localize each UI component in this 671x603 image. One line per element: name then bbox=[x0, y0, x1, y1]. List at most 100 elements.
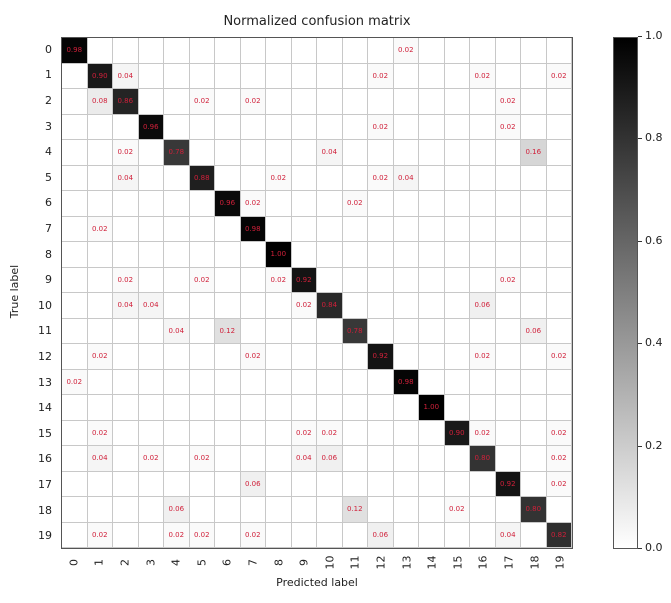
matrix-cell bbox=[368, 242, 394, 268]
matrix-cell: 0.06 bbox=[164, 497, 190, 523]
matrix-cell bbox=[317, 165, 343, 191]
matrix-cell: 0.06 bbox=[470, 293, 496, 319]
matrix-cell bbox=[470, 369, 496, 395]
matrix-cell bbox=[368, 293, 394, 319]
matrix-cell: 0.02 bbox=[495, 89, 521, 115]
matrix-cell bbox=[164, 63, 190, 89]
matrix-cell bbox=[62, 267, 88, 293]
matrix-cell: 0.80 bbox=[470, 446, 496, 472]
matrix-cell bbox=[138, 165, 164, 191]
matrix-cell bbox=[113, 344, 139, 370]
matrix-cell bbox=[342, 395, 368, 421]
matrix-cell bbox=[495, 344, 521, 370]
matrix-cell bbox=[113, 38, 139, 64]
matrix-cell: 0.02 bbox=[546, 344, 572, 370]
matrix-cell bbox=[215, 216, 241, 242]
matrix-cell: 0.02 bbox=[240, 344, 266, 370]
matrix-cell bbox=[521, 369, 547, 395]
matrix-cell bbox=[342, 89, 368, 115]
matrix-cell bbox=[393, 318, 419, 344]
matrix-cell: 0.98 bbox=[240, 216, 266, 242]
matrix-cell bbox=[164, 216, 190, 242]
matrix-cell bbox=[521, 267, 547, 293]
y-tick-label: 12 bbox=[38, 350, 52, 363]
matrix-cell bbox=[266, 471, 292, 497]
matrix-cell bbox=[495, 216, 521, 242]
matrix-cell: 0.02 bbox=[240, 89, 266, 115]
matrix-cell bbox=[368, 191, 394, 217]
matrix-cell bbox=[444, 267, 470, 293]
y-tick-label: 11 bbox=[38, 324, 52, 338]
matrix-cell bbox=[87, 140, 113, 166]
matrix-cell bbox=[189, 293, 215, 319]
matrix-cell bbox=[189, 344, 215, 370]
matrix-cell bbox=[546, 89, 572, 115]
matrix-cell bbox=[393, 344, 419, 370]
matrix-cell bbox=[62, 140, 88, 166]
matrix-cell bbox=[317, 318, 343, 344]
x-tick-label: 0 bbox=[67, 559, 81, 566]
matrix-cell bbox=[215, 497, 241, 523]
matrix-cell bbox=[546, 191, 572, 217]
matrix-cell: 0.02 bbox=[138, 446, 164, 472]
matrix-cell: 0.02 bbox=[240, 191, 266, 217]
matrix-cell bbox=[62, 191, 88, 217]
matrix-cell bbox=[138, 38, 164, 64]
matrix-cell bbox=[189, 471, 215, 497]
matrix-cell bbox=[470, 267, 496, 293]
y-tick-label: 15 bbox=[38, 426, 52, 440]
matrix-cell bbox=[419, 446, 445, 472]
matrix-cell: 0.12 bbox=[215, 318, 241, 344]
matrix-cell bbox=[87, 293, 113, 319]
matrix-cell bbox=[470, 522, 496, 548]
x-tick-label: 4 bbox=[169, 559, 183, 566]
matrix-cell: 0.04 bbox=[164, 318, 190, 344]
matrix-cell bbox=[164, 293, 190, 319]
matrix-cell bbox=[138, 318, 164, 344]
matrix-cell bbox=[240, 395, 266, 421]
matrix-cell: 0.02 bbox=[470, 420, 496, 446]
matrix-cell bbox=[521, 89, 547, 115]
y-tick-label: 9 bbox=[45, 273, 52, 287]
matrix-cell bbox=[419, 191, 445, 217]
matrix-cell bbox=[419, 522, 445, 548]
matrix-cell: 0.06 bbox=[521, 318, 547, 344]
colorbar-tick-label: 0.6 bbox=[638, 233, 663, 247]
matrix-cell bbox=[164, 89, 190, 115]
matrix-cell bbox=[215, 140, 241, 166]
matrix-cell bbox=[393, 242, 419, 268]
matrix-cell bbox=[393, 140, 419, 166]
matrix-cell bbox=[495, 191, 521, 217]
matrix-cell bbox=[266, 420, 292, 446]
matrix-cell bbox=[266, 318, 292, 344]
matrix-cell bbox=[393, 89, 419, 115]
y-tick-label: 18 bbox=[38, 503, 52, 517]
matrix-cell bbox=[62, 242, 88, 268]
matrix-cell bbox=[138, 471, 164, 497]
matrix-cell: 0.12 bbox=[342, 497, 368, 523]
matrix-cell bbox=[444, 114, 470, 140]
matrix-cell bbox=[113, 497, 139, 523]
matrix-cell: 0.04 bbox=[393, 165, 419, 191]
matrix-cell bbox=[189, 216, 215, 242]
matrix-cell bbox=[470, 165, 496, 191]
matrix-cell bbox=[291, 63, 317, 89]
matrix-cell: 0.08 bbox=[87, 89, 113, 115]
matrix-cell bbox=[368, 471, 394, 497]
matrix-cell: 0.02 bbox=[317, 420, 343, 446]
matrix-cell: 0.04 bbox=[113, 165, 139, 191]
matrix-cell bbox=[368, 395, 394, 421]
matrix-cell bbox=[342, 38, 368, 64]
x-tick-label: 2 bbox=[118, 559, 132, 566]
matrix-cell bbox=[419, 318, 445, 344]
colorbar-tick-label: 0.2 bbox=[638, 438, 663, 452]
matrix-cell bbox=[521, 471, 547, 497]
matrix-cell: 0.02 bbox=[291, 293, 317, 319]
matrix-cell bbox=[215, 395, 241, 421]
matrix-cell: 0.04 bbox=[113, 63, 139, 89]
matrix-cell bbox=[546, 293, 572, 319]
matrix-cell: 0.88 bbox=[189, 165, 215, 191]
matrix-cell bbox=[419, 497, 445, 523]
matrix-cell bbox=[164, 191, 190, 217]
x-tick-label: 3 bbox=[144, 559, 158, 566]
